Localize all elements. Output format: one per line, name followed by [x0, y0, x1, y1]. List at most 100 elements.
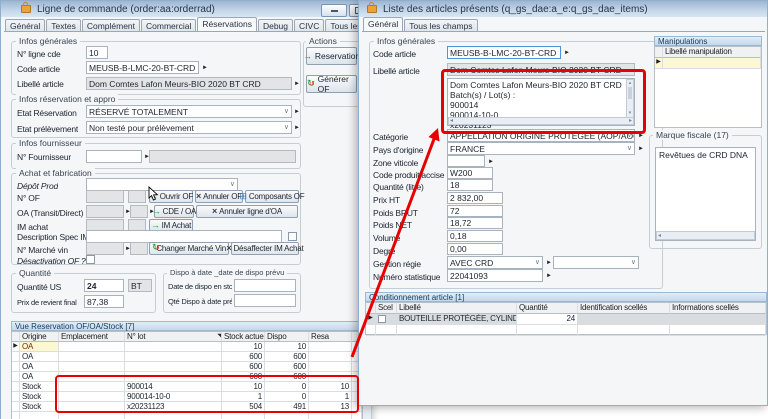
categorie-select[interactable]: APPELLATION ORIGINE PROTÉGÉE (AOP/AOC) ∨ — [447, 129, 635, 142]
changer-marche-vin-button[interactable]: ↻ ↺ Changer Marché Vin — [149, 242, 229, 255]
table-row[interactable]: OA 600 600 — [12, 352, 362, 362]
table-row[interactable]: ▶ — [655, 58, 761, 69]
batch-textarea[interactable]: Dom Comtes Lafon Meurs-BIO 2020 BT CRD B… — [447, 78, 635, 130]
table-row[interactable]: OA 600 600 — [12, 362, 362, 372]
code-article-input[interactable]: MEUSB-B-LMC-20-BT-CRD — [447, 46, 561, 59]
gestion-regie-select[interactable]: AVEC CRD ∨ — [447, 256, 543, 269]
poids-brut-label: Poids BRUT — [373, 208, 418, 218]
vertical-scrollbar[interactable]: ▴ ▾ — [626, 79, 634, 118]
table-row[interactable]: Stock x20231123 504 491 13 — [12, 402, 362, 412]
scroll-down-icon[interactable]: ▾ — [628, 110, 632, 116]
table-row[interactable]: ▶ OA 10 10 — [12, 342, 362, 352]
desaffecter-im-achat-button[interactable]: × Désaffecter IM Achat — [226, 242, 304, 255]
gestion-regie-label: Gestion régie — [373, 259, 421, 269]
tab-general[interactable]: Général — [5, 19, 46, 32]
group-title: Infos générales — [16, 36, 81, 46]
table-row[interactable]: OA 600 600 — [12, 372, 362, 382]
field-marker-icon: ► — [149, 209, 155, 215]
field-marker-icon: ► — [638, 146, 644, 152]
marque-fiscale-textarea[interactable]: Revêtues de CRD DNA ◂ — [655, 147, 756, 241]
no-fournisseur-input[interactable] — [86, 150, 142, 163]
volume-label: Volume — [373, 233, 401, 243]
no-fournisseur-label: N° Fournisseur — [17, 152, 71, 162]
horizontal-scrollbar[interactable]: ◂ ▸ — [448, 117, 634, 125]
table-row[interactable]: ▶ BOUTEILLE PROTÉGÉE, CYLINDRIQUE 24 — [366, 314, 766, 325]
tab-civc[interactable]: CIVC — [294, 19, 325, 32]
tab-commercial[interactable]: Commercial — [141, 19, 197, 32]
date-dispo-input[interactable] — [234, 279, 296, 292]
chevron-down-icon: ∨ — [534, 259, 540, 266]
annuler-ligne-oa-button[interactable]: × Annuler ligne d'OA — [196, 205, 298, 218]
generer-of-button[interactable]: ↻ ↺ Générer OF — [306, 74, 357, 94]
tab-complement[interactable]: Complément — [81, 19, 141, 32]
scelles-checkbox[interactable] — [378, 314, 386, 323]
table-row[interactable]: Stock 900014 10 0 10 — [12, 382, 362, 392]
tab-general[interactable]: Général — [363, 17, 404, 32]
chevron-down-icon: ∨ — [229, 181, 235, 188]
zone-viticole-label: Zone viticole — [373, 158, 419, 168]
marche-vin-field2 — [130, 242, 148, 255]
group-infos-fournisseur — [11, 143, 301, 169]
code-produit-accise-label: Code produit accise — [373, 170, 445, 180]
chevron-down-icon: ∨ — [626, 132, 632, 139]
field-marker-icon: ► — [294, 109, 300, 115]
desactivation-of-checkbox[interactable] — [86, 255, 95, 264]
scrollbar-thumb[interactable] — [628, 87, 632, 99]
reservation-button[interactable]: → Reservation — [303, 47, 360, 65]
description-checkbox[interactable] — [288, 232, 297, 241]
ouvrir-of-button[interactable]: → Ouvrir OF — [148, 190, 194, 203]
volume-input[interactable]: 0,18 — [447, 230, 503, 242]
qte-dispo-input[interactable] — [234, 294, 296, 307]
resa-table-header-bar: Vue Reservation OF/OA/Stock [7] — [11, 321, 363, 331]
code-produit-accise-input[interactable]: W200 — [447, 167, 493, 179]
field-marker-icon: ► — [546, 273, 552, 279]
poids-brut-input[interactable]: 72 — [447, 205, 503, 217]
prix-ht-input[interactable]: 2 832,00 — [447, 192, 503, 204]
gestion-regie-select2[interactable]: ∨ — [553, 256, 639, 269]
zone-viticole-input[interactable] — [447, 155, 485, 167]
numero-statistique-input[interactable]: 22041093 — [447, 269, 543, 282]
titlebar[interactable]: Liste des articles présents (q_gs_dae:a_… — [359, 1, 767, 17]
quantite-us-input[interactable]: 24 — [84, 279, 124, 292]
etat-reservation-select[interactable]: RÉSERVÉ TOTALEMENT ∨ — [86, 105, 292, 118]
tab-reservations[interactable]: Réservations — [197, 17, 257, 32]
table-row[interactable]: Stock 900014-10-0 1 0 1 — [12, 392, 362, 402]
minimize-button[interactable] — [321, 4, 347, 17]
pays-origine-select[interactable]: FRANCE ∨ — [447, 142, 635, 155]
etat-prelevement-select[interactable]: Non testé pour prélèvement ∨ — [86, 121, 292, 134]
prix-ht-label: Prix HT — [373, 195, 400, 205]
unit-field: BT — [128, 279, 152, 292]
cancel-x-icon: × — [196, 191, 202, 201]
degre-input[interactable]: 0,00 — [447, 243, 503, 255]
current-row-marker-icon: ▶ — [12, 342, 20, 352]
titlebar[interactable]: Ligne de commande (order:aa:orderrad) — [1, 1, 371, 17]
horizontal-scrollbar[interactable]: ◂ — [656, 231, 755, 240]
tab-textes[interactable]: Textes — [46, 19, 81, 32]
pays-origine-label: Pays d'origine — [373, 145, 424, 155]
tab-debug[interactable]: Debug — [257, 19, 294, 32]
scroll-up-icon[interactable]: ▴ — [628, 80, 632, 86]
table-row[interactable] — [366, 325, 766, 336]
poids-net-input[interactable]: 18,72 — [447, 217, 503, 229]
quantite-litre-label: Quantité (litre) — [373, 182, 424, 192]
group-title: Infos générales — [374, 36, 439, 46]
chevron-down-icon: ∨ — [283, 124, 289, 131]
cancel-x-icon: × — [212, 206, 218, 216]
annuler-of-button[interactable]: × Annuler OF — [195, 190, 243, 203]
scroll-left-icon[interactable]: ◂ — [450, 118, 454, 124]
green-arrow-icon: → — [151, 206, 161, 216]
field-marker-icon: ► — [294, 81, 300, 87]
no-of-field2 — [128, 190, 146, 203]
minimize-icon — [330, 9, 338, 12]
table-row[interactable] — [12, 412, 362, 419]
scroll-left-icon[interactable]: ◂ — [658, 233, 662, 239]
composants-of-button[interactable]: ⊞ Composants OF — [239, 190, 305, 203]
code-article-input[interactable]: MEUSB-B-LMC-20-BT-CRD — [86, 61, 199, 74]
cde-oa-button[interactable]: → CDE / OA — [151, 205, 197, 218]
scroll-right-icon[interactable]: ▸ — [628, 118, 632, 124]
prix-revient-input[interactable]: 87,38 — [84, 295, 124, 308]
quantite-litre-input[interactable]: 18 — [447, 179, 493, 191]
description-spec-im-label: Description Spec IM — [17, 232, 90, 242]
no-ligne-input[interactable]: 10 — [86, 46, 108, 59]
tab-tous-les-champs[interactable]: Tous les champs — [404, 19, 478, 32]
